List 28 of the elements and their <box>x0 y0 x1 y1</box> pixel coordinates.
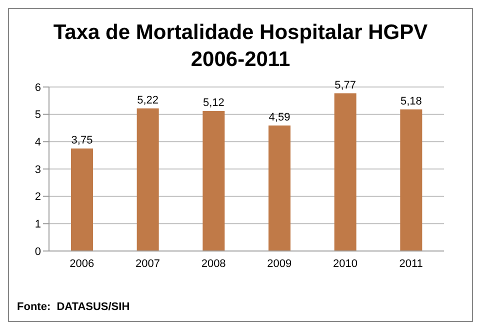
x-tick-label: 2007 <box>136 258 160 270</box>
bar <box>136 108 159 251</box>
source-note: Fonte: DATASUS/SIH <box>17 301 130 313</box>
bar <box>71 148 93 251</box>
data-label: 5,12 <box>202 97 224 110</box>
y-tick-label: 5 <box>34 109 41 122</box>
y-tick-label: 1 <box>34 218 41 231</box>
y-tick-label: 0 <box>34 246 41 258</box>
chart-subtitle: 2006-2011 <box>190 47 292 73</box>
x-tick-label: 2009 <box>267 258 292 270</box>
x-tick-label: 2011 <box>399 258 423 270</box>
bar <box>400 109 422 251</box>
y-tick-label: 3 <box>34 164 41 176</box>
y-tick-label: 2 <box>34 191 41 204</box>
x-tick-label: 2008 <box>201 258 226 270</box>
data-label: 4,59 <box>268 112 290 124</box>
y-tick-label: 4 <box>34 136 41 149</box>
data-label: 5,77 <box>334 79 356 92</box>
y-tick-label: 6 <box>34 82 41 94</box>
bar <box>268 126 290 251</box>
chart-title: Taxa de Mortalidade Hospitalar HGPV <box>52 20 429 46</box>
data-label: 5,22 <box>137 94 159 106</box>
bar <box>202 111 225 251</box>
x-tick-label: 2010 <box>333 258 358 270</box>
bar <box>334 93 356 251</box>
x-tick-label: 2006 <box>70 258 94 270</box>
data-label: 5,18 <box>400 95 422 108</box>
data-label: 3,75 <box>71 134 93 146</box>
